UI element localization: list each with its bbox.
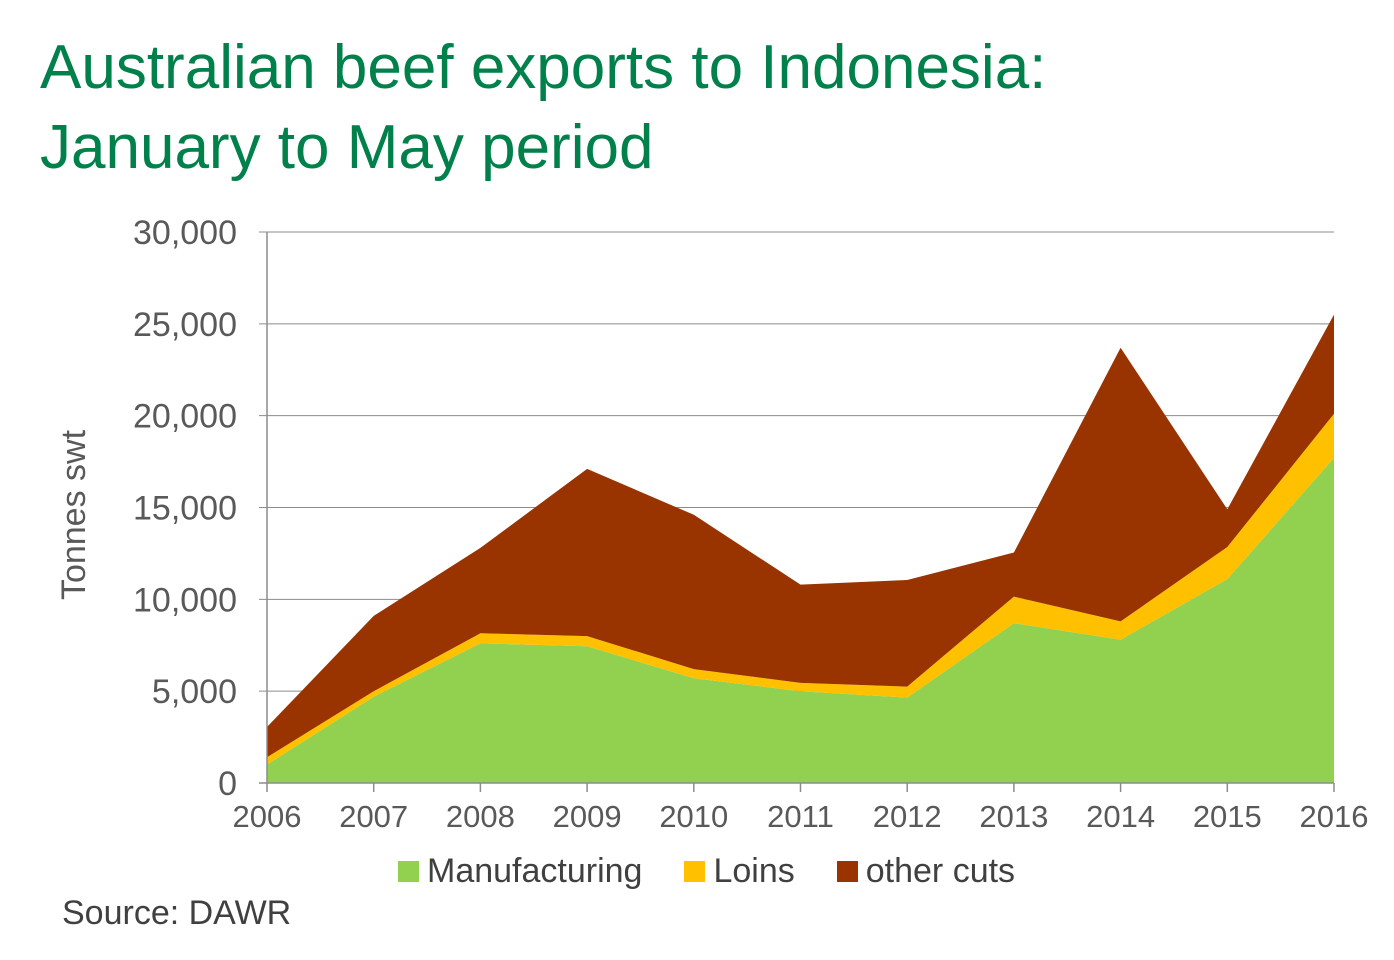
x-tick-labels: 2006 2007 2008 2009 2010 2011 2012 2013 2014 2015… [233,799,1369,834]
legend-label-manufacturing: Manufacturing [427,852,643,890]
axes [259,232,1335,792]
x-tick-label: 2011 [767,799,834,834]
area-manufacturing [267,457,1334,783]
y-axis-label: Tonnes swt [55,429,93,600]
x-tick-label: 2006 [233,799,302,834]
chart-title-line-2: January to May period [40,113,654,182]
legend: Manufacturing Loins other cuts [398,852,1057,891]
legend-swatch-other-cuts [836,861,858,882]
y-tick-label: 15,000 [133,490,237,528]
x-tick-label: 2013 [979,799,1048,834]
legend-item-loins: Loins [684,852,795,891]
y-tick-label: 5,000 [152,673,237,711]
x-tick-label: 2015 [1193,799,1262,834]
y-tick-label: 25,000 [133,306,237,344]
y-tick-labels: 0 5,000 10,000 15,000 20,000 25,000 30,000 [133,214,237,803]
legend-swatch-manufacturing [398,861,419,882]
area-other-cuts [267,314,1334,758]
x-tick-label: 2012 [873,799,942,834]
x-tick-label: 2008 [446,799,515,834]
chart-title: Australian beef exports to Indonesia: Ja… [40,28,1046,188]
y-tick-label: 20,000 [133,398,237,436]
legend-item-manufacturing: Manufacturing [398,852,642,891]
x-tick-label: 2007 [339,799,408,834]
x-tick-label: 2009 [553,799,622,834]
legend-label-other-cuts: other cuts [865,852,1016,890]
x-tick-label: 2016 [1300,799,1369,834]
x-tick-label: 2014 [1086,799,1155,834]
y-tick-label: 30,000 [133,214,237,252]
stacked-areas [267,314,1334,783]
legend-label-loins: Loins [713,852,795,890]
y-tick-label: 10,000 [133,581,237,619]
chart-title-line-1: Australian beef exports to Indonesia: [40,33,1047,102]
legend-swatch-loins [684,861,706,882]
legend-item-other-cuts: other cuts [836,852,1016,891]
y-tick-label: 0 [218,765,237,803]
source-note: Source: DAWR [62,894,292,932]
x-tick-label: 2010 [659,799,728,834]
